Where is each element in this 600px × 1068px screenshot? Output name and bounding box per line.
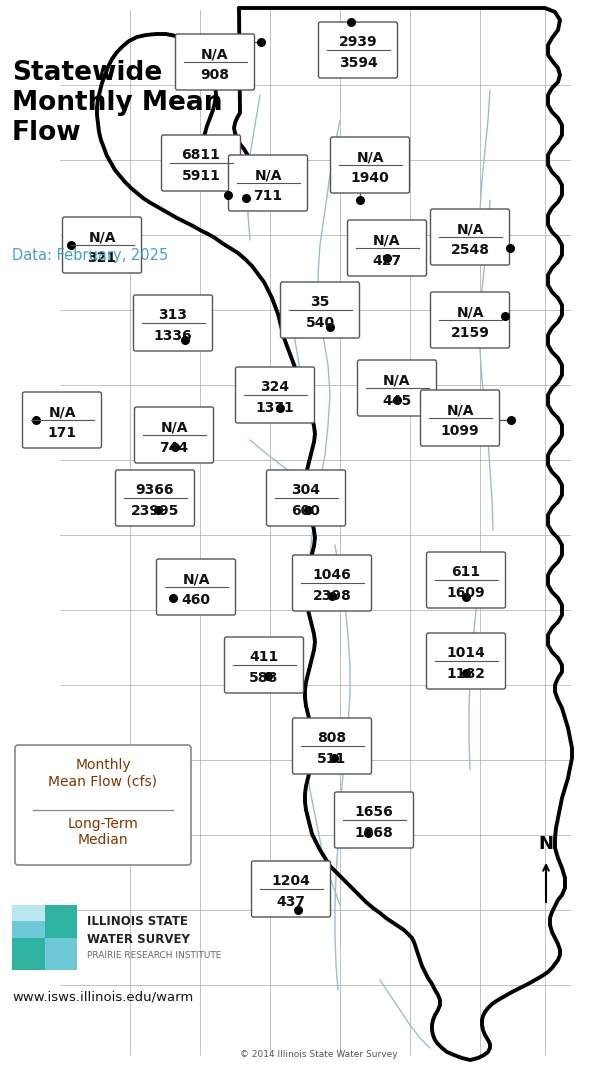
Text: 1046: 1046	[313, 568, 352, 582]
Text: N/A: N/A	[456, 305, 484, 319]
FancyBboxPatch shape	[335, 792, 413, 848]
Text: 2398: 2398	[313, 588, 352, 603]
Text: 324: 324	[260, 380, 290, 394]
FancyBboxPatch shape	[15, 745, 191, 865]
FancyBboxPatch shape	[281, 282, 359, 337]
Text: 1204: 1204	[272, 875, 310, 889]
Text: N/A: N/A	[383, 373, 411, 388]
FancyBboxPatch shape	[266, 470, 346, 527]
Text: 1014: 1014	[446, 646, 485, 660]
Text: 1940: 1940	[350, 171, 389, 185]
Text: 611: 611	[451, 565, 481, 579]
Text: © 2014 Illinois State Water Survey: © 2014 Illinois State Water Survey	[240, 1050, 398, 1059]
FancyBboxPatch shape	[293, 718, 371, 774]
FancyBboxPatch shape	[358, 360, 437, 417]
Text: N/A: N/A	[373, 233, 401, 247]
FancyBboxPatch shape	[157, 559, 235, 615]
Text: Statewide
Monthly Mean
Flow: Statewide Monthly Mean Flow	[12, 60, 223, 146]
FancyBboxPatch shape	[427, 552, 505, 608]
Text: N/A: N/A	[88, 231, 116, 245]
Text: 5911: 5911	[182, 169, 220, 183]
Text: Monthly
Mean Flow (cfs): Monthly Mean Flow (cfs)	[49, 758, 157, 788]
Text: 1609: 1609	[446, 586, 485, 600]
Text: 460: 460	[182, 593, 211, 607]
FancyBboxPatch shape	[133, 295, 212, 351]
Text: N/A: N/A	[446, 404, 474, 418]
FancyBboxPatch shape	[134, 407, 214, 464]
Text: 2548: 2548	[451, 244, 490, 257]
Text: 1182: 1182	[446, 668, 485, 681]
Text: Data: February, 2025: Data: February, 2025	[12, 248, 168, 263]
Text: N/A: N/A	[160, 420, 188, 435]
Text: 2939: 2939	[338, 35, 377, 49]
Text: 313: 313	[158, 309, 187, 323]
FancyBboxPatch shape	[161, 135, 241, 191]
Text: PRAIRIE RESEARCH INSTITUTE: PRAIRIE RESEARCH INSTITUTE	[87, 951, 221, 960]
Text: www.isws.illinois.edu/warm: www.isws.illinois.edu/warm	[12, 990, 193, 1003]
Bar	[44, 905, 77, 938]
Bar	[12, 905, 77, 970]
Text: 304: 304	[292, 483, 320, 498]
Bar	[12, 938, 44, 970]
Text: 600: 600	[292, 504, 320, 518]
FancyBboxPatch shape	[251, 861, 331, 917]
FancyBboxPatch shape	[235, 367, 314, 423]
FancyBboxPatch shape	[115, 470, 194, 527]
Text: 908: 908	[200, 68, 229, 82]
Text: 445: 445	[382, 394, 412, 408]
FancyBboxPatch shape	[431, 292, 509, 348]
Text: 588: 588	[250, 671, 278, 685]
Text: 23995: 23995	[131, 504, 179, 518]
FancyBboxPatch shape	[331, 137, 409, 193]
Text: N/A: N/A	[182, 572, 210, 586]
Text: 1099: 1099	[440, 424, 479, 438]
Bar	[12, 905, 44, 922]
FancyBboxPatch shape	[224, 637, 304, 693]
Text: N/A: N/A	[201, 47, 229, 61]
Text: 427: 427	[373, 254, 401, 268]
FancyBboxPatch shape	[62, 217, 142, 273]
Text: 511: 511	[317, 752, 347, 766]
FancyBboxPatch shape	[421, 390, 499, 446]
Text: 437: 437	[277, 895, 305, 909]
Text: 1656: 1656	[355, 805, 394, 819]
FancyBboxPatch shape	[23, 392, 101, 447]
Text: 808: 808	[317, 732, 347, 745]
Text: 711: 711	[253, 189, 283, 203]
Text: Long-Term
Median: Long-Term Median	[68, 817, 139, 847]
Text: 2159: 2159	[451, 326, 490, 340]
FancyBboxPatch shape	[431, 209, 509, 265]
FancyBboxPatch shape	[347, 220, 427, 276]
Text: N/A: N/A	[456, 222, 484, 236]
Text: 3594: 3594	[338, 56, 377, 70]
FancyBboxPatch shape	[319, 22, 398, 78]
FancyBboxPatch shape	[229, 155, 308, 211]
Text: N/A: N/A	[254, 168, 282, 183]
Text: 1371: 1371	[256, 400, 295, 415]
Text: N/A: N/A	[356, 151, 384, 164]
Text: WATER SURVEY: WATER SURVEY	[87, 933, 190, 946]
FancyBboxPatch shape	[176, 34, 254, 90]
Text: N: N	[539, 835, 554, 853]
FancyBboxPatch shape	[293, 555, 371, 611]
Text: N/A: N/A	[48, 405, 76, 420]
Text: 540: 540	[305, 316, 335, 330]
Text: ILLINOIS STATE: ILLINOIS STATE	[87, 915, 188, 928]
Text: 411: 411	[250, 650, 278, 664]
Text: 171: 171	[47, 426, 77, 440]
Text: 6811: 6811	[182, 148, 220, 162]
Text: 321: 321	[88, 251, 116, 265]
Text: 9366: 9366	[136, 483, 174, 498]
Text: 1336: 1336	[154, 329, 193, 343]
Text: 744: 744	[160, 441, 188, 455]
FancyBboxPatch shape	[427, 633, 505, 689]
Text: 35: 35	[310, 295, 329, 310]
Text: 1068: 1068	[355, 826, 394, 841]
